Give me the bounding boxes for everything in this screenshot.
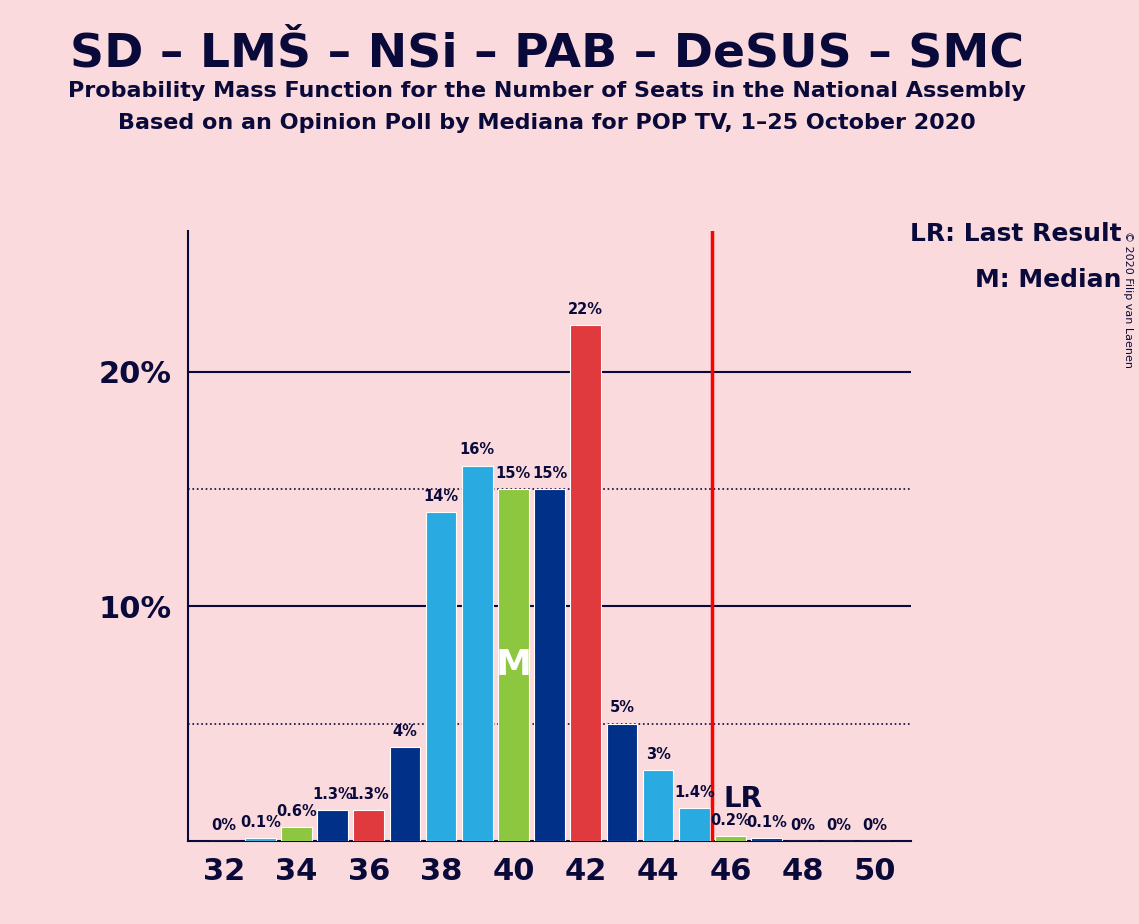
Bar	[245, 838, 276, 841]
Text: 14%: 14%	[424, 489, 459, 505]
Text: 1.3%: 1.3%	[349, 787, 390, 802]
Text: 15%: 15%	[532, 466, 567, 480]
Text: SD – LMŠ – NSi – PAB – DeSUS – SMC: SD – LMŠ – NSi – PAB – DeSUS – SMC	[69, 31, 1024, 77]
Text: 0%: 0%	[790, 818, 816, 833]
Text: M: Median: M: Median	[975, 268, 1122, 292]
Text: © 2020 Filip van Laenen: © 2020 Filip van Laenen	[1123, 231, 1133, 368]
Text: 0%: 0%	[862, 818, 887, 833]
Bar	[498, 489, 528, 841]
Bar	[752, 838, 781, 841]
Bar	[679, 808, 710, 841]
Text: M: M	[495, 648, 532, 682]
Text: 0.6%: 0.6%	[276, 804, 317, 819]
Text: 0.1%: 0.1%	[240, 815, 280, 831]
Bar	[426, 513, 457, 841]
Bar	[715, 836, 746, 841]
Text: LR: Last Result: LR: Last Result	[910, 222, 1122, 246]
Text: 1.3%: 1.3%	[312, 787, 353, 802]
Bar	[281, 827, 312, 841]
Bar	[390, 747, 420, 841]
Text: 5%: 5%	[609, 700, 634, 715]
Text: 3%: 3%	[646, 748, 671, 762]
Text: 0.1%: 0.1%	[746, 815, 787, 831]
Text: 0%: 0%	[827, 818, 851, 833]
Bar	[642, 771, 673, 841]
Bar	[462, 466, 492, 841]
Bar	[318, 810, 347, 841]
Text: 22%: 22%	[568, 301, 604, 317]
Text: 0.2%: 0.2%	[710, 813, 751, 828]
Text: 15%: 15%	[495, 466, 531, 480]
Bar	[534, 489, 565, 841]
Text: LR: LR	[723, 784, 762, 812]
Text: 4%: 4%	[393, 723, 417, 739]
Bar	[607, 723, 637, 841]
Text: Based on an Opinion Poll by Mediana for POP TV, 1–25 October 2020: Based on an Opinion Poll by Mediana for …	[117, 113, 976, 133]
Text: Probability Mass Function for the Number of Seats in the National Assembly: Probability Mass Function for the Number…	[68, 81, 1025, 102]
Text: 16%: 16%	[460, 443, 494, 457]
Bar	[571, 325, 601, 841]
Text: 1.4%: 1.4%	[674, 784, 714, 800]
Text: 0%: 0%	[212, 818, 237, 833]
Bar	[353, 810, 384, 841]
